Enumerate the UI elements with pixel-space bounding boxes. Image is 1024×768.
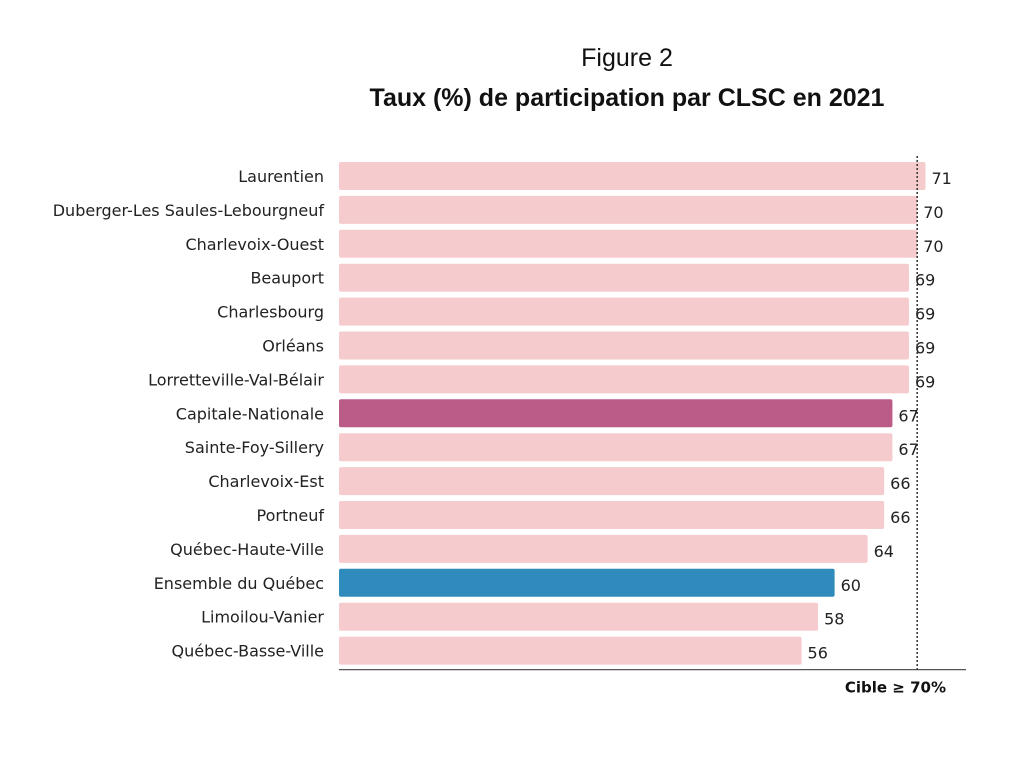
category-label-charlevoix-est: Charlevoix-Est — [208, 472, 324, 491]
value-label-lorretteville-val-belair: 69 — [915, 372, 935, 391]
bar-quebec-haute-ville — [339, 534, 868, 563]
bar-laurentien — [339, 162, 926, 190]
bar-ensemble-du-quebec — [339, 568, 835, 597]
bar-lorretteville-val-belair — [339, 365, 909, 394]
bars-group: Laurentien 71 Duberger-Les Saules-Lebourgn… — [53, 162, 952, 665]
bar-capitale-nationale — [339, 399, 893, 428]
bar-limoilou-vanier — [339, 602, 819, 631]
category-label-ensemble-du-quebec: Ensemble du Québec — [154, 574, 324, 593]
value-label-duberger-les-saules-lebourgneuf: 70 — [923, 203, 943, 222]
category-label-beauport: Beauport — [250, 269, 324, 288]
category-label-portneuf: Portneuf — [257, 506, 325, 525]
bar-portneuf — [339, 501, 885, 529]
category-label-duberger-les-saules-lebourgneuf: Duberger-Les Saules-Lebourgneuf — [53, 201, 325, 220]
value-label-orleans: 69 — [915, 339, 935, 358]
category-label-sainte-foy-sillery: Sainte-Foy-Sillery — [185, 438, 324, 457]
value-label-quebec-basse-ville: 56 — [808, 644, 828, 663]
value-label-portneuf: 66 — [890, 508, 910, 527]
chart-title: Taux (%) de participation par CLSC en 20… — [369, 84, 885, 112]
category-label-orleans: Orléans — [262, 337, 324, 356]
bar-charlevoix-ouest — [339, 229, 918, 258]
value-label-quebec-haute-ville: 64 — [874, 542, 894, 561]
value-label-laurentien: 71 — [931, 169, 951, 188]
bar-charlesbourg — [339, 297, 909, 326]
bar-quebec-basse-ville — [339, 636, 802, 665]
category-label-quebec-basse-ville: Québec-Basse-Ville — [172, 642, 324, 661]
value-label-ensemble-du-quebec: 60 — [841, 576, 861, 595]
value-label-charlevoix-ouest: 70 — [923, 237, 943, 256]
category-label-limoilou-vanier: Limoilou-Vanier — [201, 608, 324, 627]
category-label-charlevoix-ouest: Charlevoix-Ouest — [185, 235, 324, 254]
bar-sainte-foy-sillery — [339, 433, 893, 462]
value-label-charlevoix-est: 66 — [890, 474, 910, 493]
category-label-charlesbourg: Charlesbourg — [217, 303, 324, 322]
category-label-laurentien: Laurentien — [238, 167, 324, 186]
category-label-lorretteville-val-belair: Lorretteville-Val-Bélair — [148, 370, 324, 389]
figure-label: Figure 2 — [581, 44, 673, 72]
value-label-sainte-foy-sillery: 67 — [898, 440, 918, 459]
bar-orleans — [339, 331, 909, 360]
value-label-capitale-nationale: 67 — [898, 406, 918, 425]
value-label-limoilou-vanier: 58 — [824, 610, 844, 629]
category-label-quebec-haute-ville: Québec-Haute-Ville — [170, 540, 324, 559]
value-label-charlesbourg: 69 — [915, 305, 935, 324]
category-label-capitale-nationale: Capitale-Nationale — [176, 404, 324, 423]
value-label-beauport: 69 — [915, 271, 935, 290]
bar-charlevoix-est — [339, 467, 885, 496]
bar-duberger-les-saules-lebourgneuf — [339, 195, 918, 224]
target-label: Cible ≥ 70% — [845, 679, 946, 697]
bar-beauport — [339, 263, 909, 292]
